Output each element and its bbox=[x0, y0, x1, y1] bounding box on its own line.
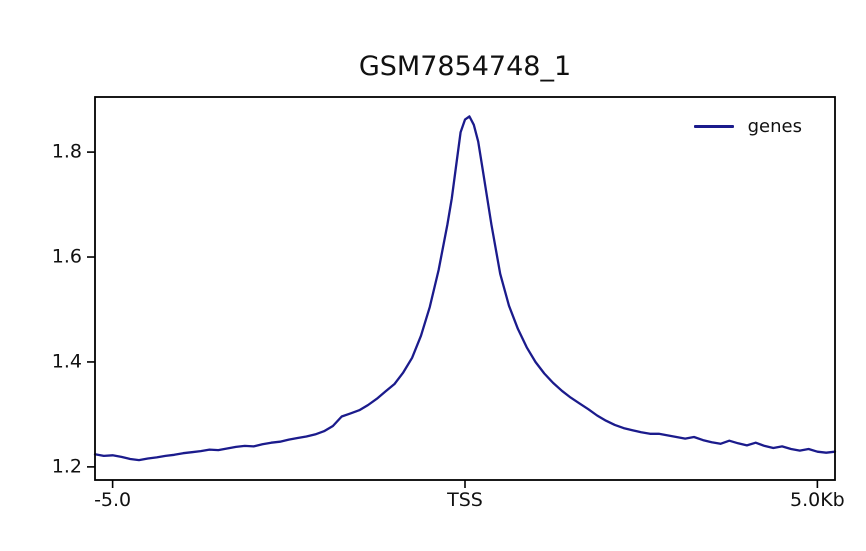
x-tick-label: 5.0Kb bbox=[790, 489, 845, 511]
y-tick-label: 1.4 bbox=[51, 350, 82, 373]
y-tick-label: 1.2 bbox=[51, 455, 82, 478]
y-tick-label: 1.6 bbox=[51, 245, 82, 268]
x-tick-label: -5.0 bbox=[94, 489, 132, 511]
x-tick-label: TSS bbox=[447, 489, 483, 511]
genes-line bbox=[93, 115, 837, 462]
y-tick-label: 1.8 bbox=[51, 140, 82, 163]
plot-border bbox=[94, 96, 836, 481]
legend-line-sample bbox=[693, 125, 734, 128]
legend: genes bbox=[693, 116, 802, 137]
legend-label: genes bbox=[747, 116, 802, 137]
chart-title: GSM7854748_1 bbox=[358, 51, 572, 82]
